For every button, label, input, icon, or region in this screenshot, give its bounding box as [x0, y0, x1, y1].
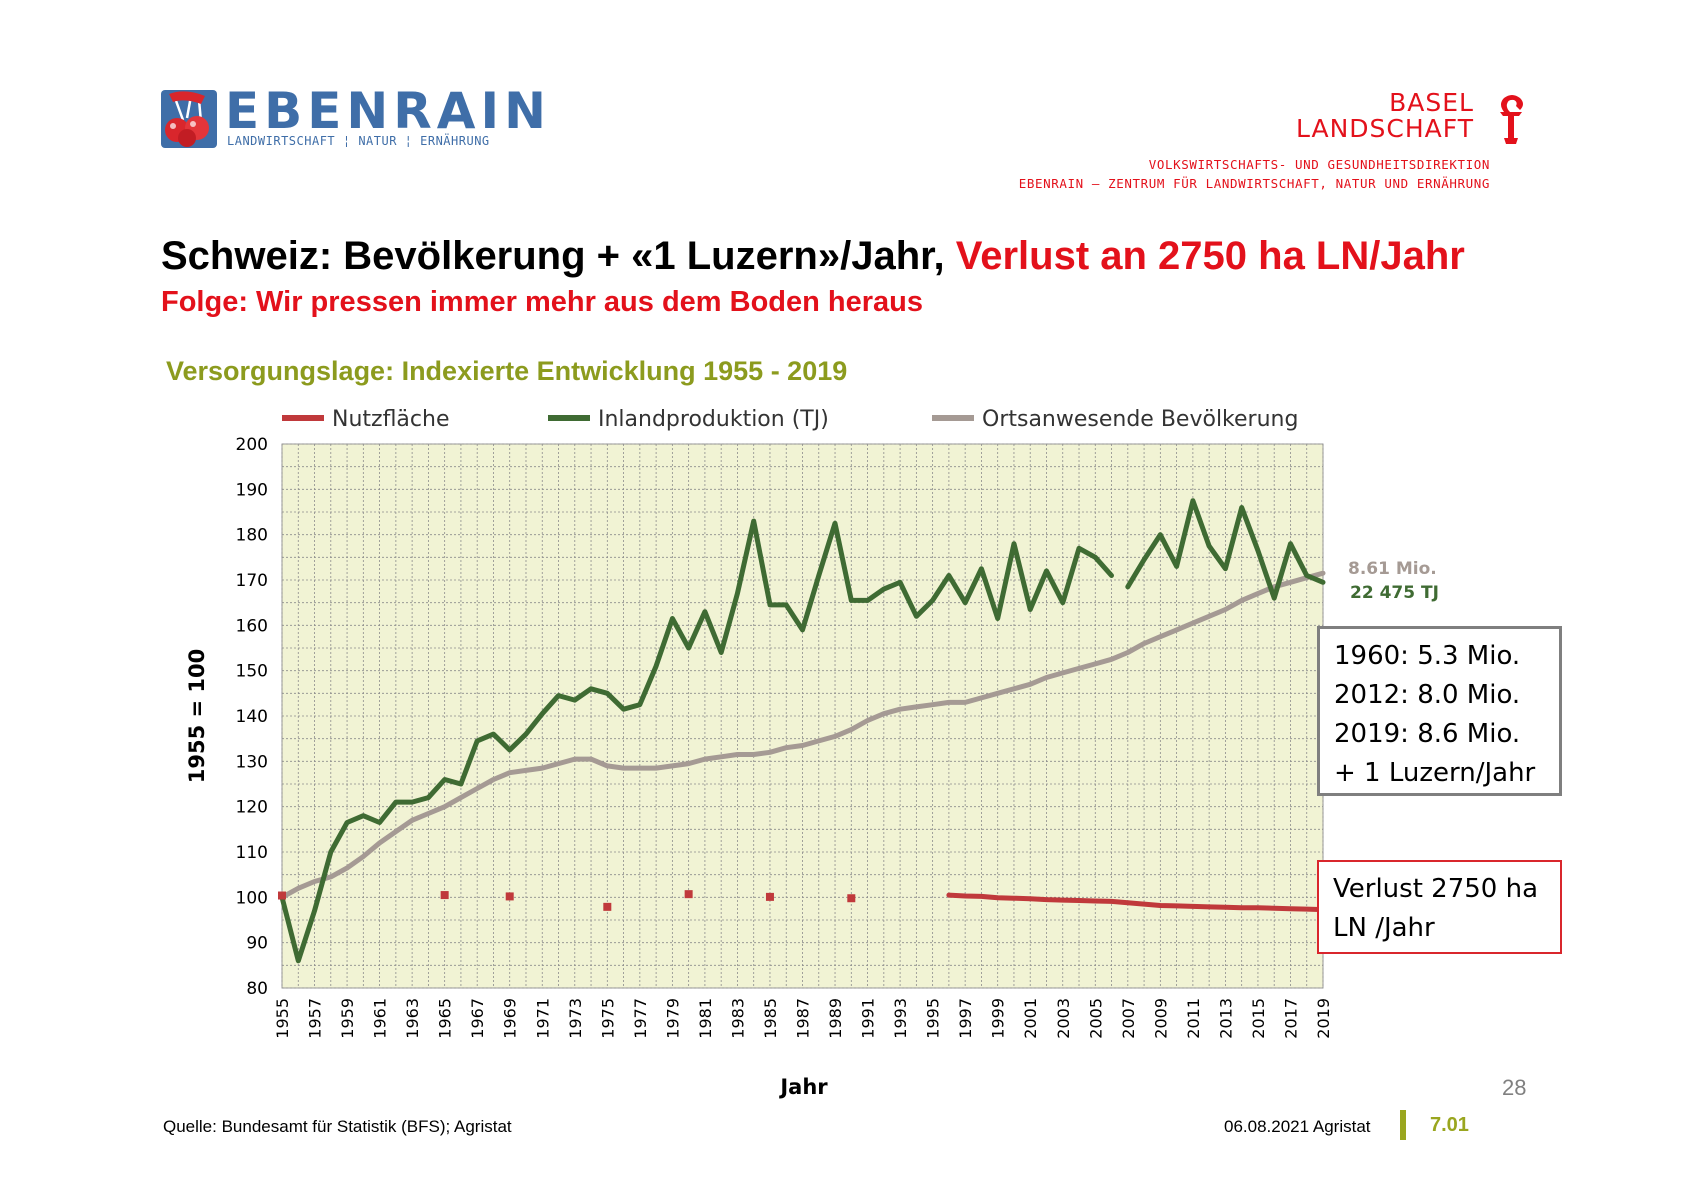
data-point-land-use	[684, 890, 693, 899]
y-axis-label: 1955 = 100	[185, 649, 209, 784]
slide-title: Schweiz: Bevölkerung + «1 Luzern»/Jahr, …	[161, 234, 1465, 279]
loss-line: Verlust 2750 ha	[1333, 874, 1539, 904]
legend-label: Nutzfläche	[332, 407, 450, 432]
y-tick-label: 150	[236, 662, 268, 682]
x-tick-label: 1969	[501, 998, 520, 1039]
x-tick-label: 1975	[598, 998, 617, 1039]
population-info-box: 1960: 5.3 Mio. 2012: 8.0 Mio. 2019: 8.6 …	[1317, 626, 1562, 796]
x-tick-label: 1963	[403, 998, 422, 1039]
series-line-population	[279, 570, 1326, 900]
x-tick-label: 1993	[891, 998, 910, 1039]
slide-title-black: Schweiz: Bevölkerung + «1 Luzern»/Jahr,	[161, 234, 956, 278]
ebenrain-wordmark: EBENRAIN	[225, 82, 551, 140]
y-tick-label: 200	[236, 435, 268, 455]
x-tick-label: 2007	[1119, 998, 1138, 1039]
x-tick-label: 1985	[761, 998, 780, 1039]
x-tick-label: 1977	[631, 998, 650, 1039]
y-tick-label: 170	[236, 571, 268, 591]
data-point-land-use	[440, 891, 449, 900]
ebenrain-tagline: LANDWIRTSCHAFT ¦ NATUR ¦ ERNÄHRUNG	[227, 134, 490, 148]
date-stamp: 06.08.2021 Agristat	[1224, 1117, 1371, 1136]
x-tick-label: 1987	[794, 998, 813, 1039]
legend-label: Inlandproduktion (TJ)	[598, 407, 829, 432]
population-line: 1960: 5.3 Mio.	[1334, 641, 1521, 671]
x-tick-label: 2015	[1249, 998, 1268, 1039]
basel-landschaft-logo: BASEL LANDSCHAFT	[1296, 90, 1474, 142]
x-tick-label: 1989	[826, 998, 845, 1039]
x-tick-label: 1997	[956, 998, 975, 1039]
x-tick-label: 2019	[1314, 998, 1333, 1039]
slide-subtitle: Folge: Wir pressen immer mehr aus dem Bo…	[161, 286, 924, 318]
x-tick-label: 1981	[696, 998, 715, 1039]
x-tick-label: 2017	[1281, 998, 1300, 1039]
end-label-population: 8.61 Mio.	[1348, 559, 1437, 579]
department-line2: EBENRAIN – ZENTRUM FÜR LANDWIRTSCHAFT, N…	[1018, 176, 1490, 191]
loss-line: LN /Jahr	[1333, 913, 1435, 943]
data-point-land-use	[847, 894, 856, 903]
y-tick-label: 130	[236, 752, 268, 772]
y-tick-label: 140	[236, 707, 268, 727]
data-point-land-use	[278, 891, 286, 900]
slide-title-red: Verlust an 2750 ha LN/Jahr	[955, 234, 1465, 278]
y-tick-label: 90	[246, 934, 268, 954]
data-point-land-use	[765, 892, 774, 901]
version-number: 7.01	[1430, 1114, 1469, 1136]
footer-divider	[1400, 1110, 1406, 1140]
x-tick-label: 1955	[273, 998, 292, 1039]
x-tick-label: 2003	[1054, 998, 1073, 1039]
x-tick-label: 1967	[468, 998, 487, 1039]
y-tick-label: 100	[236, 888, 268, 908]
y-tick-label: 120	[236, 798, 268, 818]
chart-title: Versorgungslage: Indexierte Entwicklung …	[166, 356, 848, 386]
y-tick-label: 80	[246, 979, 268, 999]
canton-name-line1: BASEL	[1389, 88, 1474, 117]
x-tick-label: 1999	[989, 998, 1008, 1039]
land-loss-info-box: Verlust 2750 ha LN /Jahr	[1317, 860, 1562, 954]
x-axis-label: Jahr	[778, 1075, 828, 1099]
cherries-logo-icon	[161, 90, 217, 148]
x-tick-label: 1995	[924, 998, 943, 1039]
population-line: 2012: 8.0 Mio.	[1334, 680, 1521, 710]
series-line-land-use	[946, 892, 1326, 913]
x-tick-label: 1971	[533, 998, 552, 1039]
data-point-land-use	[505, 892, 514, 901]
y-tick-label: 160	[236, 616, 268, 636]
population-line: 2019: 8.6 Mio.	[1334, 719, 1521, 749]
x-tick-label: 2011	[1184, 998, 1203, 1039]
x-tick-label: 1961	[371, 998, 390, 1039]
data-point-land-use	[603, 902, 612, 911]
x-tick-label: 2001	[1021, 998, 1040, 1039]
source-note: Quelle: Bundesamt für Statistik (BFS); A…	[163, 1117, 512, 1136]
x-tick-label: 1957	[306, 998, 325, 1039]
x-tick-label: 1959	[338, 998, 357, 1039]
bishops-staff-icon	[1500, 95, 1523, 144]
population-line: + 1 Luzern/Jahr	[1334, 758, 1536, 788]
x-tick-label: 1965	[436, 998, 455, 1039]
y-tick-label: 110	[236, 843, 268, 863]
department-line1: VOLKSWIRTSCHAFTS- UND GESUNDHEITSDIREKTI…	[1148, 157, 1490, 172]
end-label-production: 22 475 TJ	[1350, 583, 1439, 603]
ebenrain-logo: EBENRAIN LANDWIRTSCHAFT ¦ NATUR ¦ ERNÄHR…	[161, 82, 546, 152]
x-tick-label: 2013	[1216, 998, 1235, 1039]
x-tick-label: 2005	[1086, 998, 1105, 1039]
x-tick-label: 1983	[728, 998, 747, 1039]
series-line-production	[279, 518, 1114, 964]
canton-name-line2: LANDSCHAFT	[1296, 114, 1474, 143]
x-tick-label: 1991	[859, 998, 878, 1039]
x-tick-label: 1979	[663, 998, 682, 1039]
y-tick-label: 180	[236, 526, 268, 546]
y-tick-label: 190	[236, 480, 268, 500]
series-line-production	[1125, 498, 1326, 601]
page-number: 28	[1502, 1075, 1527, 1100]
x-tick-label: 1973	[566, 998, 585, 1039]
x-tick-label: 2009	[1151, 998, 1170, 1039]
legend-label: Ortsanwesende Bevölkerung	[982, 407, 1298, 432]
